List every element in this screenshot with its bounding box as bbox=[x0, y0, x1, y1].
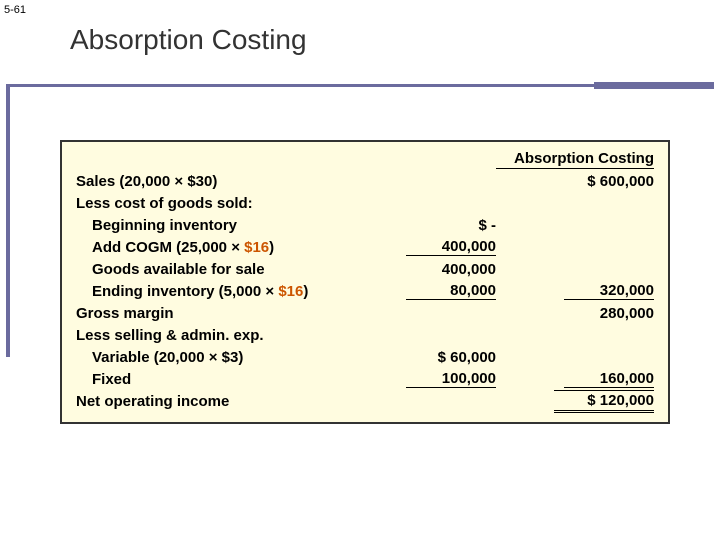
add-cogm-value: 400,000 bbox=[406, 238, 496, 256]
page-number: 5-61 bbox=[4, 4, 26, 16]
sga-total-value: 160,000 bbox=[564, 370, 654, 388]
gafs-label: Goods available for sale bbox=[76, 261, 366, 278]
end-inv-value: 80,000 bbox=[406, 282, 496, 300]
var-sga-label: Variable (20,000 × $3) bbox=[76, 349, 366, 366]
sidebar-accent bbox=[6, 87, 10, 357]
fixed-sga-row: Fixed 100,000 160,000 bbox=[76, 368, 654, 390]
sales-label: Sales (20,000 × $30) bbox=[76, 173, 366, 190]
end-inv-row: Ending inventory (5,000 × $16) 80,000 32… bbox=[76, 280, 654, 302]
divider-accent bbox=[594, 82, 714, 89]
var-sga-value: $ 60,000 bbox=[366, 349, 496, 366]
sales-row: Sales (20,000 × $30) $ 600,000 bbox=[76, 170, 654, 192]
fixed-sga-value: 100,000 bbox=[406, 370, 496, 388]
beg-inv-label: Beginning inventory bbox=[76, 217, 366, 234]
beg-inv-value: $ - bbox=[366, 217, 496, 234]
costing-table: Absorption Costing Sales (20,000 × $30) … bbox=[60, 140, 670, 424]
less-sga-row: Less selling & admin. exp. bbox=[76, 324, 654, 346]
slide-title: Absorption Costing bbox=[70, 24, 307, 56]
noi-row: Net operating income $ 120,000 bbox=[76, 390, 654, 412]
cogs-total-value: 320,000 bbox=[564, 282, 654, 300]
table-header-row: Absorption Costing bbox=[76, 148, 654, 170]
var-sga-row: Variable (20,000 × $3) $ 60,000 bbox=[76, 346, 654, 368]
gross-margin-value: 280,000 bbox=[496, 305, 654, 322]
gross-margin-label: Gross margin bbox=[76, 305, 366, 322]
add-cogm-row: Add COGM (25,000 × $16) 400,000 bbox=[76, 236, 654, 258]
beg-inv-row: Beginning inventory $ - bbox=[76, 214, 654, 236]
add-cogm-label: Add COGM (25,000 × $16) bbox=[76, 239, 366, 256]
end-inv-label: Ending inventory (5,000 × $16) bbox=[76, 283, 366, 300]
less-cogs-row: Less cost of goods sold: bbox=[76, 192, 654, 214]
fixed-sga-label: Fixed bbox=[76, 371, 366, 388]
sales-value: $ 600,000 bbox=[496, 173, 654, 190]
gross-margin-row: Gross margin 280,000 bbox=[76, 302, 654, 324]
less-sga-label: Less selling & admin. exp. bbox=[76, 327, 366, 344]
less-cogs-label: Less cost of goods sold: bbox=[76, 195, 366, 212]
gafs-value: 400,000 bbox=[366, 261, 496, 278]
gafs-row: Goods available for sale 400,000 bbox=[76, 258, 654, 280]
header-label: Absorption Costing bbox=[496, 150, 654, 169]
noi-value: $ 120,000 bbox=[554, 390, 654, 413]
noi-label: Net operating income bbox=[76, 393, 366, 410]
